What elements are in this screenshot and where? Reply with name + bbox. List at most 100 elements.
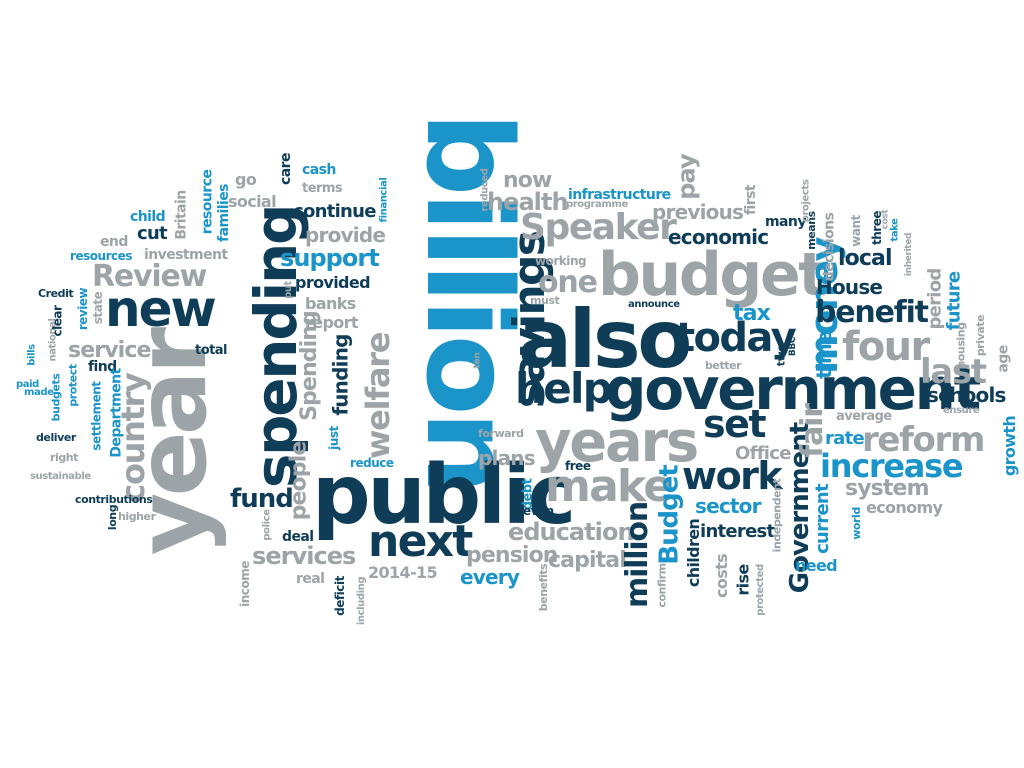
word-2014-15: 2014-15 — [368, 563, 438, 582]
word-years: years — [535, 410, 699, 475]
word-spending-cap: Spending — [296, 311, 322, 421]
word-growth: growth — [1000, 415, 1020, 477]
word-local: local — [838, 246, 893, 271]
word-rise: rise — [733, 564, 753, 596]
word-previous: previous — [652, 200, 744, 224]
word-even: even — [523, 504, 554, 518]
word-new: new — [105, 280, 217, 338]
word-health: health — [487, 188, 569, 216]
word-cut: cut — [137, 223, 168, 244]
word-department: Department — [108, 368, 125, 458]
word-also: also — [518, 293, 692, 386]
word-programme: programme — [566, 199, 628, 210]
word-capital: capital — [548, 548, 627, 573]
word-end: end — [100, 234, 128, 250]
word-child: child — [130, 209, 166, 225]
word-clear: clear — [50, 305, 65, 337]
word-report: report — [305, 313, 359, 332]
word-next: next — [368, 516, 473, 567]
word-long: long — [106, 504, 120, 531]
word-financial: financial — [378, 177, 390, 223]
word-speaker: Speaker — [520, 207, 677, 248]
word-cash: cash — [302, 162, 336, 178]
word-funding: funding — [328, 334, 353, 416]
word-provided: provided — [295, 273, 371, 292]
word-average: average — [836, 409, 892, 424]
word-budget: budget — [598, 240, 827, 310]
word-bills: bills — [26, 344, 38, 366]
word-want: want — [848, 215, 863, 247]
word-million: million — [619, 502, 655, 608]
word-current: current — [811, 484, 833, 554]
word-increase: increase — [820, 447, 964, 485]
word-private: private — [974, 314, 988, 357]
word-confirm: confirm — [655, 563, 669, 608]
word-protected: protected — [754, 564, 766, 616]
word-better: better — [705, 359, 742, 372]
word-independent: independent — [770, 478, 784, 553]
word-world: world — [849, 507, 863, 540]
word-benefits: benefits — [537, 563, 551, 612]
word-reduce: reduce — [350, 456, 394, 470]
word-ten: ten — [472, 352, 483, 369]
word-higher: higher — [118, 510, 156, 523]
word-need: need — [795, 556, 838, 575]
word-provide: provide — [305, 223, 386, 247]
word-care: care — [277, 153, 294, 185]
word-children: children — [684, 518, 704, 588]
word-deficit: deficit — [332, 576, 347, 616]
word-announce: announce — [628, 299, 680, 310]
word-ensure: ensure — [943, 405, 980, 416]
word-inherited: inherited — [904, 232, 915, 277]
word-first: first — [743, 184, 760, 216]
word-britain: Britain — [173, 190, 190, 240]
word-rate: rate — [825, 428, 865, 449]
word-income: income — [237, 561, 252, 607]
word-today: today — [676, 315, 797, 361]
word-costs: costs — [711, 554, 731, 598]
word-government: government — [605, 355, 981, 423]
word-continue: continue — [293, 201, 376, 222]
word-find: find — [88, 359, 117, 375]
word-investment: investment — [144, 247, 228, 263]
word-must: must — [530, 294, 560, 307]
word-fair: fair — [794, 404, 830, 458]
word-house: House — [816, 275, 883, 299]
word-sustainable: sustainable — [30, 471, 91, 482]
word-budget-cap: Budget — [654, 465, 685, 565]
word-interest: interest — [700, 521, 775, 542]
word-bbc: BBC — [788, 336, 799, 357]
word-social: social — [228, 192, 277, 211]
word-made: made — [24, 387, 54, 398]
word-last: last — [920, 352, 987, 392]
word-right: right — [50, 451, 78, 464]
word-decisions: decisions — [821, 212, 838, 282]
word-credit: Credit — [38, 287, 74, 300]
word-paid: paid — [16, 379, 39, 390]
word-people: people — [286, 441, 312, 521]
word-period: period — [924, 268, 946, 330]
word-welfare: welfare — [359, 332, 398, 460]
word-pay: pay — [672, 154, 701, 200]
word-service: service — [68, 338, 151, 363]
word-many: many — [765, 214, 806, 230]
word-support: support — [280, 244, 380, 272]
word-just: just — [326, 426, 341, 450]
word-projects: projects — [800, 179, 812, 223]
word-economic: economic — [668, 225, 769, 249]
word-settlement: settlement — [89, 381, 104, 451]
word-schools: schools — [927, 383, 1006, 407]
word-terms: terms — [302, 181, 343, 196]
word-review: review — [76, 287, 91, 331]
word-put: put — [282, 281, 294, 299]
word-real: real — [296, 571, 325, 587]
word-total: total — [195, 343, 228, 358]
word-every: every — [460, 565, 520, 589]
word-office: Office — [735, 443, 791, 464]
word-infrastructure: infrastructure — [568, 187, 671, 203]
word-free: free — [565, 459, 591, 473]
word-make: make — [545, 461, 673, 512]
word-including: including — [356, 576, 368, 626]
word-economy: economy — [866, 498, 943, 517]
